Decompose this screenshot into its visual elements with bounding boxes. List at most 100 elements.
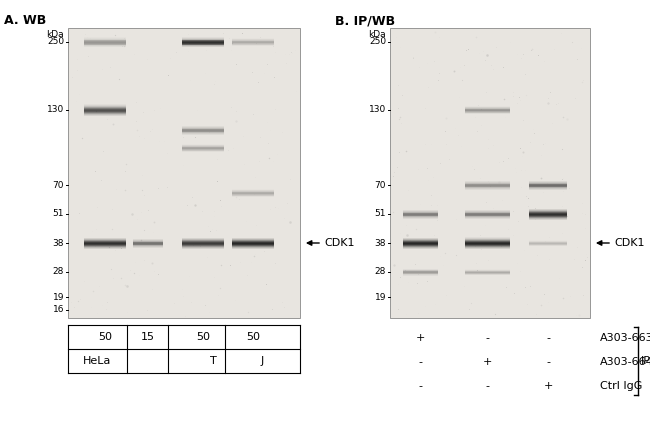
Bar xyxy=(84,107,126,108)
Bar xyxy=(182,242,224,243)
Bar xyxy=(84,114,126,115)
Bar xyxy=(402,241,437,242)
Text: 19: 19 xyxy=(53,292,64,302)
Bar xyxy=(465,107,510,108)
Bar xyxy=(402,270,437,271)
Text: 38: 38 xyxy=(374,238,386,248)
Bar xyxy=(529,216,567,217)
Bar xyxy=(232,44,274,45)
Text: 70: 70 xyxy=(53,181,64,190)
Bar xyxy=(84,110,126,111)
Bar xyxy=(465,110,510,111)
Text: B. IP/WB: B. IP/WB xyxy=(335,14,395,27)
Bar xyxy=(529,245,567,246)
Bar xyxy=(232,195,274,196)
Bar xyxy=(182,38,224,39)
Bar xyxy=(465,181,510,182)
Bar xyxy=(84,244,126,245)
Bar xyxy=(402,245,437,246)
Bar xyxy=(465,239,510,240)
Bar xyxy=(465,106,510,107)
Bar xyxy=(232,238,274,239)
Text: 51: 51 xyxy=(53,210,64,219)
Bar xyxy=(84,41,126,42)
Bar xyxy=(84,111,126,112)
Bar xyxy=(529,188,567,189)
Bar xyxy=(232,40,274,41)
Bar xyxy=(402,246,437,247)
Bar xyxy=(182,41,224,42)
Bar xyxy=(182,40,224,41)
Bar xyxy=(465,248,510,249)
Bar xyxy=(84,46,126,47)
Bar xyxy=(133,242,163,243)
Bar xyxy=(133,238,163,239)
Bar xyxy=(529,189,567,190)
Bar xyxy=(529,183,567,184)
Text: 130: 130 xyxy=(47,105,64,114)
Bar xyxy=(402,238,437,239)
Bar xyxy=(182,145,224,146)
Bar xyxy=(84,106,126,107)
Bar xyxy=(84,108,126,109)
Bar xyxy=(84,44,126,45)
Bar xyxy=(465,188,510,189)
Bar xyxy=(465,189,510,190)
Bar xyxy=(465,184,510,185)
Text: -: - xyxy=(546,333,550,343)
Bar xyxy=(402,218,437,219)
Bar xyxy=(465,217,510,218)
Bar xyxy=(465,216,510,217)
Text: -: - xyxy=(485,333,489,343)
Bar xyxy=(133,240,163,241)
Text: HeLa: HeLa xyxy=(83,356,111,366)
Bar xyxy=(182,44,224,45)
Bar xyxy=(232,43,274,44)
Bar xyxy=(182,245,224,246)
Bar xyxy=(465,271,510,272)
Bar xyxy=(84,115,126,116)
Text: Ctrl IgG: Ctrl IgG xyxy=(600,381,642,391)
Bar xyxy=(465,237,510,238)
Bar xyxy=(232,239,274,240)
Bar xyxy=(402,215,437,216)
Bar xyxy=(465,183,510,184)
Bar xyxy=(84,104,126,105)
Bar xyxy=(402,217,437,218)
Bar xyxy=(182,239,224,240)
Bar xyxy=(232,38,274,39)
Bar xyxy=(465,269,510,270)
Bar xyxy=(182,39,224,40)
Text: 15: 15 xyxy=(141,332,155,342)
Bar xyxy=(465,108,510,109)
Text: 19: 19 xyxy=(374,292,386,302)
Text: 50: 50 xyxy=(196,332,210,342)
Text: 28: 28 xyxy=(53,267,64,276)
Bar xyxy=(465,213,510,214)
Bar xyxy=(232,242,274,243)
Bar xyxy=(133,241,163,242)
Bar xyxy=(465,186,510,187)
Text: +: + xyxy=(543,381,552,391)
Bar xyxy=(390,28,590,318)
Bar xyxy=(529,217,567,218)
Text: IP: IP xyxy=(641,356,650,366)
Bar xyxy=(84,242,126,243)
Bar xyxy=(529,211,567,212)
Bar xyxy=(232,247,274,248)
Bar xyxy=(529,184,567,185)
Bar xyxy=(465,113,510,114)
Bar xyxy=(84,247,126,248)
Bar xyxy=(232,244,274,245)
Bar xyxy=(402,272,437,273)
Bar xyxy=(529,182,567,183)
Bar xyxy=(182,151,224,152)
Bar xyxy=(402,239,437,240)
Bar xyxy=(232,245,274,246)
Bar xyxy=(182,43,224,44)
Text: T: T xyxy=(209,356,216,366)
Text: 51: 51 xyxy=(374,210,386,219)
Bar xyxy=(529,213,567,214)
Bar xyxy=(68,28,300,318)
Bar xyxy=(529,242,567,243)
